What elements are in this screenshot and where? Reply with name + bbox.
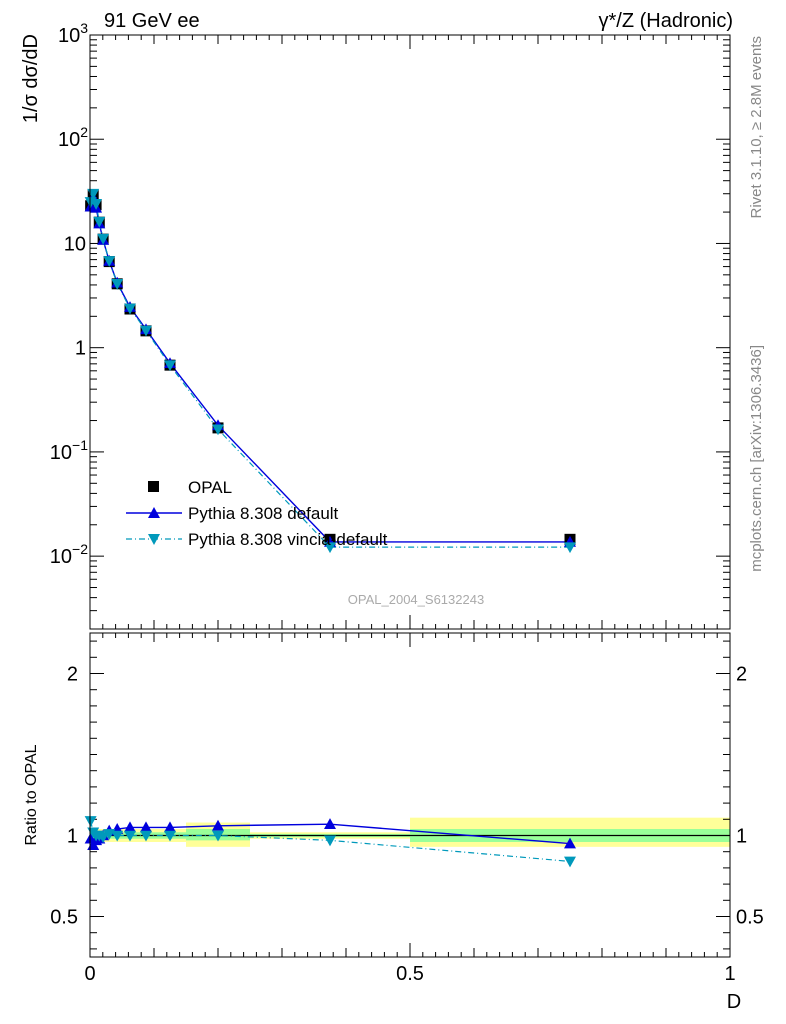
ratio-y-tick-label-right: 2 (736, 664, 747, 686)
watermark: OPAL_2004_S6132243 (348, 592, 484, 607)
ratio-y-tick-label-right: 0.5 (736, 907, 764, 929)
ratio-vincia-point (212, 830, 224, 842)
vincia-point (212, 424, 224, 436)
vincia-point (124, 303, 136, 315)
vincia-point (97, 233, 110, 245)
vincia-point (140, 325, 152, 337)
main-y-tick-label: 102 (58, 124, 88, 151)
ratio-default-point (164, 821, 176, 833)
vincia-point (164, 360, 176, 372)
ratio-default-point (324, 818, 336, 829)
ratio-vincia-point (324, 835, 336, 847)
legend-label-vincia: Pythia 8.308 vincia-default (188, 530, 388, 549)
ratio-vincia-point (84, 816, 97, 827)
header-right: γ*/Z (Hadronic) (599, 10, 733, 32)
x-tick-label: 1 (724, 963, 735, 985)
main-y-tick-label: 1 (75, 338, 86, 360)
vincia-point (564, 542, 576, 554)
ratio-y-tick-label-right: 1 (736, 826, 747, 848)
legend-marker-default (148, 507, 160, 518)
main-y-tick-label: 10−1 (50, 437, 88, 464)
legend-label-default: Pythia 8.308 default (188, 504, 339, 523)
ratio-vincia-point (111, 830, 124, 842)
ratio-series (84, 816, 576, 868)
main-line-1 (89, 195, 570, 543)
vincia-point (90, 199, 103, 210)
ratio-default-point (564, 837, 576, 849)
ratio-vincia-point (97, 832, 110, 844)
ratio-y-tick-label-left: 0.5 (50, 907, 78, 929)
legend-marker-opal (148, 481, 159, 492)
ratio-vincia-point (140, 830, 152, 842)
ratio-default-point (140, 821, 152, 833)
ratio-uncertainty-bands (90, 817, 730, 847)
xlabel: D (727, 991, 741, 1013)
legend-entry-opal: OPAL (148, 478, 232, 497)
legend-label-opal: OPAL (188, 478, 232, 497)
main-series (84, 188, 576, 554)
legend-entry-vincia: Pythia 8.308 vincia-default (126, 530, 388, 549)
ratio-vincia-point (164, 830, 176, 842)
main-frame (89, 34, 731, 630)
vincia-point (93, 216, 106, 228)
legend-marker-vincia (148, 534, 160, 545)
mcplots-label: mcplots.cern.ch [arXiv:1306.3436] (748, 345, 765, 572)
rivet-label: Rivet 3.1.10, ≥ 2.8M events (748, 36, 765, 219)
ratio-vincia-point (124, 830, 136, 842)
x-tick-label: 0 (84, 963, 95, 985)
main-y-tick-label: 10−2 (50, 541, 88, 568)
ratio-vincia-point (564, 856, 576, 868)
ratio-y-tick-label-left: 1 (67, 826, 78, 848)
ratio-ylabel: Ratio to OPAL (23, 744, 40, 845)
ratio-y-tick-label-left: 2 (67, 664, 78, 686)
legend-entry-default: Pythia 8.308 default (126, 504, 339, 523)
x-tick-label: 0.5 (396, 963, 424, 985)
vincia-point (111, 279, 124, 290)
ratio-default-point (124, 821, 136, 833)
ratio-frame (89, 632, 731, 958)
vincia-point (103, 256, 116, 267)
header-left: 91 GeV ee (104, 10, 200, 32)
main-ylabel: 1/σ dσ/dD (20, 34, 42, 123)
main-y-tick-label: 103 (58, 20, 88, 47)
main-line-2 (90, 191, 570, 548)
ratio-default-point (212, 819, 224, 831)
main-y-tick-label: 10 (64, 233, 86, 255)
vincia-point (324, 542, 336, 554)
legend: OPAL Pythia 8.308 default Pythia 8.308 v… (126, 478, 388, 549)
ratio-axes: 0.5 0.5 1 1 2 2 0 0.5 1 (50, 633, 764, 985)
